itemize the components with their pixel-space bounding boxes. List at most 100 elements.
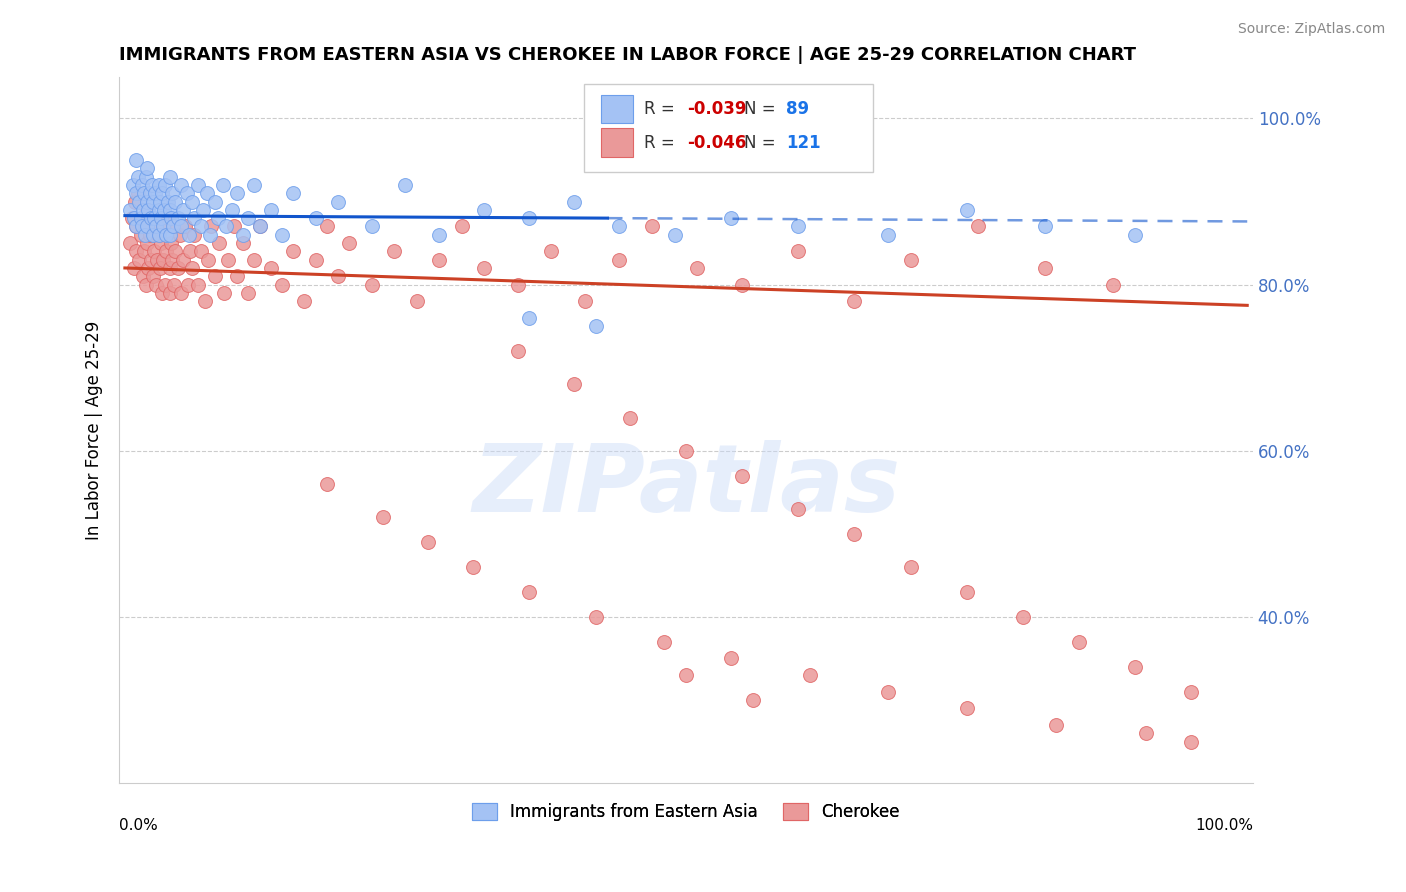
Point: [900, 252, 922, 267]
Point: [134, 227, 156, 242]
Point: [232, 227, 254, 242]
Point: [141, 178, 163, 192]
Text: IMMIGRANTS FROM EASTERN ASIA VS CHEROKEE IN LABOR FORCE | AGE 25-29 CORRELATION : IMMIGRANTS FROM EASTERN ASIA VS CHEROKEE…: [120, 46, 1136, 64]
Point: [169, 227, 191, 242]
Point: [517, 310, 540, 325]
Point: [243, 178, 266, 192]
Point: [506, 277, 529, 292]
Point: [179, 244, 201, 259]
Point: [260, 202, 283, 217]
Point: [427, 252, 450, 267]
Point: [183, 227, 205, 242]
Point: [956, 701, 979, 715]
Point: [652, 635, 675, 649]
Point: [150, 186, 173, 201]
Point: [155, 178, 177, 192]
Point: [675, 668, 697, 682]
Point: [416, 535, 439, 549]
Point: [125, 219, 148, 234]
Text: R =: R =: [644, 134, 681, 152]
Point: [166, 211, 188, 226]
Point: [138, 260, 160, 275]
Point: [222, 219, 245, 234]
Point: [193, 294, 215, 309]
Point: [238, 211, 260, 226]
Point: [742, 693, 765, 707]
Point: [427, 227, 450, 242]
Text: 121: 121: [786, 134, 821, 152]
Point: [177, 227, 200, 242]
Point: [1011, 610, 1033, 624]
Point: [720, 211, 742, 226]
Point: [129, 211, 152, 226]
Point: [134, 219, 156, 234]
Point: [215, 219, 238, 234]
Point: [125, 186, 148, 201]
Point: [190, 244, 212, 259]
Point: [153, 202, 176, 217]
Point: [607, 219, 630, 234]
Point: [155, 277, 177, 292]
Point: [337, 235, 360, 250]
Point: [217, 252, 239, 267]
Point: [394, 178, 416, 192]
Point: [156, 211, 179, 226]
Point: [900, 560, 922, 574]
Point: [148, 202, 170, 217]
Point: [204, 194, 226, 209]
Point: [143, 219, 166, 234]
Point: [787, 219, 810, 234]
FancyBboxPatch shape: [583, 84, 873, 172]
Point: [163, 277, 186, 292]
Point: [149, 211, 172, 226]
Point: [148, 178, 170, 192]
Point: [159, 202, 181, 217]
Point: [197, 252, 219, 267]
Point: [607, 252, 630, 267]
Text: N =: N =: [744, 100, 780, 118]
Point: [149, 260, 172, 275]
Point: [122, 260, 145, 275]
Point: [160, 211, 183, 226]
Point: [181, 260, 204, 275]
Point: [156, 194, 179, 209]
Point: [720, 651, 742, 665]
Point: [135, 169, 157, 184]
Point: [517, 585, 540, 599]
Point: [136, 235, 159, 250]
Point: [799, 668, 821, 682]
Point: [131, 211, 153, 226]
Point: [176, 186, 198, 201]
Point: [128, 194, 150, 209]
Point: [132, 186, 155, 201]
Point: [686, 260, 709, 275]
Point: [136, 161, 159, 176]
Point: [283, 186, 305, 201]
Point: [877, 684, 900, 698]
Point: [208, 235, 231, 250]
Point: [132, 269, 155, 284]
Point: [143, 211, 166, 226]
Point: [461, 560, 484, 574]
Point: [165, 244, 187, 259]
Legend: Immigrants from Eastern Asia, Cherokee: Immigrants from Eastern Asia, Cherokee: [465, 797, 907, 828]
Point: [142, 269, 165, 284]
Point: [190, 219, 212, 234]
Point: [238, 285, 260, 300]
Point: [127, 169, 149, 184]
Point: [316, 219, 339, 234]
Point: [1180, 684, 1202, 698]
Point: [211, 178, 233, 192]
Point: [204, 269, 226, 284]
Point: [641, 219, 664, 234]
Point: [181, 194, 204, 209]
Point: [136, 219, 159, 234]
Point: [132, 202, 155, 217]
Point: [1033, 219, 1056, 234]
Point: [326, 269, 349, 284]
Point: [170, 285, 193, 300]
Point: [120, 202, 142, 217]
Point: [844, 526, 866, 541]
Point: [177, 277, 200, 292]
Point: [382, 244, 405, 259]
